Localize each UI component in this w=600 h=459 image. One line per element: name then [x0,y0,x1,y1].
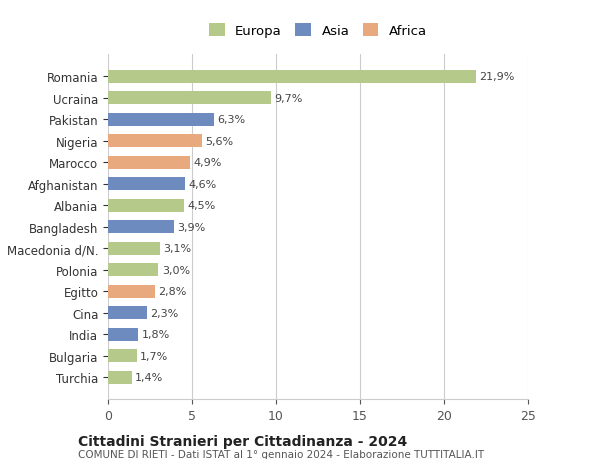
Text: 3,0%: 3,0% [162,265,190,275]
Text: 2,3%: 2,3% [150,308,178,318]
Bar [108,178,185,191]
Text: 9,7%: 9,7% [274,94,302,104]
Bar [108,307,146,319]
Bar [108,285,155,298]
Bar [108,371,131,384]
Text: Cittadini Stranieri per Cittadinanza - 2024: Cittadini Stranieri per Cittadinanza - 2… [78,434,407,448]
Bar [108,113,214,127]
Text: 4,6%: 4,6% [188,179,217,189]
Bar [108,157,190,169]
Text: 1,8%: 1,8% [142,330,170,339]
Bar [108,328,138,341]
Text: 6,3%: 6,3% [217,115,245,125]
Text: 3,9%: 3,9% [177,222,205,232]
Text: 4,5%: 4,5% [187,201,215,211]
Bar [108,199,184,212]
Bar [108,349,137,362]
Text: 3,1%: 3,1% [163,244,191,254]
Bar [108,135,202,148]
Text: 5,6%: 5,6% [205,136,233,146]
Bar [108,242,160,255]
Bar [108,263,158,276]
Text: 2,8%: 2,8% [158,286,187,297]
Bar [108,71,476,84]
Bar [108,92,271,105]
Text: 21,9%: 21,9% [479,72,515,82]
Text: COMUNE DI RIETI - Dati ISTAT al 1° gennaio 2024 - Elaborazione TUTTITALIA.IT: COMUNE DI RIETI - Dati ISTAT al 1° genna… [78,449,484,459]
Bar [108,221,173,234]
Text: 1,7%: 1,7% [140,351,168,361]
Text: 4,9%: 4,9% [194,158,222,168]
Text: 1,4%: 1,4% [135,372,163,382]
Legend: Europa, Asia, Africa: Europa, Asia, Africa [202,17,434,44]
